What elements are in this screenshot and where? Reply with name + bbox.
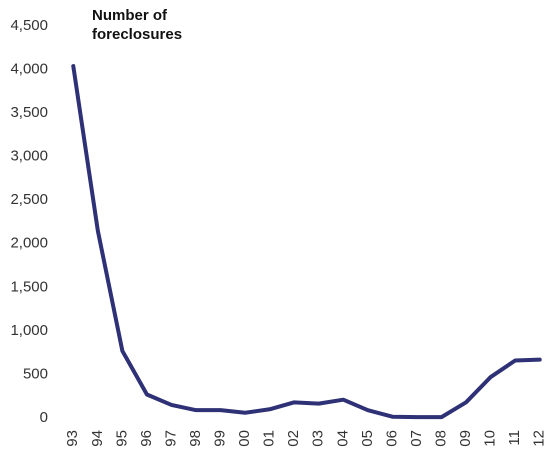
x-tick-label: 00 bbox=[236, 430, 253, 447]
x-tick-label: 94 bbox=[89, 430, 106, 447]
x-tick-label: 98 bbox=[187, 430, 204, 447]
x-tick-label: 97 bbox=[162, 430, 179, 447]
y-tick-label: 0 bbox=[40, 409, 48, 426]
x-tick-label: 96 bbox=[138, 430, 155, 447]
x-tick-label: 08 bbox=[432, 430, 449, 447]
series-line bbox=[71, 64, 542, 420]
x-tick-label: 04 bbox=[334, 430, 351, 447]
y-tick-label: 500 bbox=[23, 365, 48, 382]
x-tick-label: 93 bbox=[64, 430, 81, 447]
y-tick-label: 2,500 bbox=[10, 191, 48, 208]
x-tick-label: 12 bbox=[531, 430, 548, 447]
x-tick-label: 02 bbox=[285, 430, 302, 447]
y-tick-label: 3,500 bbox=[10, 104, 48, 121]
x-tick-label: 06 bbox=[383, 430, 400, 447]
chart-title: Number of foreclosures bbox=[92, 7, 183, 43]
x-tick-label: 11 bbox=[506, 430, 523, 446]
y-tick-label: 1,500 bbox=[10, 278, 48, 295]
x-tick-label: 99 bbox=[212, 430, 229, 447]
y-tick-label: 1,000 bbox=[10, 322, 48, 339]
x-tick-label: 03 bbox=[310, 430, 327, 447]
x-tick-label: 05 bbox=[359, 430, 376, 447]
x-tick-label: 95 bbox=[113, 430, 130, 447]
x-tick-label: 10 bbox=[482, 430, 499, 447]
x-tick-label: 09 bbox=[457, 430, 474, 447]
y-tick-label: 2,000 bbox=[10, 235, 48, 252]
x-tick-label: 01 bbox=[261, 430, 278, 447]
y-tick-label: 3,000 bbox=[10, 148, 48, 165]
x-tick-label: 07 bbox=[408, 430, 425, 447]
y-tick-label: 4,500 bbox=[10, 17, 48, 34]
y-tick-label: 4,000 bbox=[10, 61, 48, 78]
